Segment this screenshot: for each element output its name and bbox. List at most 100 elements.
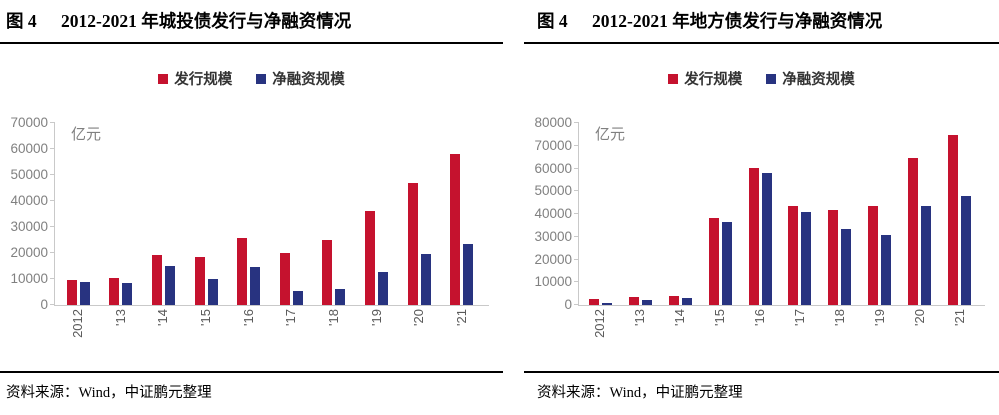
legend-item-net-financing: 净融资规模 (256, 68, 345, 89)
bar-issuance-15 (708, 218, 719, 305)
plot-column: 亿元 2012 '13 '14 '15 '16 '17 '18 '19 '20 '21 (50, 122, 489, 364)
y-tick-mark (50, 200, 55, 201)
bar-group-13 (100, 278, 143, 305)
x-tick: '14 (141, 306, 184, 364)
source-note: 资料来源：Wind，中证鹏元整理 (0, 371, 503, 415)
bar-net-financing-20 (920, 206, 931, 305)
x-tick-label: '18 (326, 309, 342, 326)
bar-issuance-16 (748, 168, 759, 305)
plot-area: 亿元 (50, 122, 489, 306)
bar-group-2012 (581, 299, 621, 305)
legend: 发行规模 净融资规模 (524, 68, 999, 89)
bar-net-financing-17 (292, 291, 303, 305)
legend-swatch-issuance (668, 73, 679, 84)
y-tick-label: 0 (564, 297, 572, 312)
bar-net-financing-2012 (602, 303, 613, 305)
x-tick-label: '15 (712, 309, 728, 326)
panel-city-investment-bonds: 图 4 2012-2021 年城投债发行与净融资情况 发行规模 净融资规模 0 1… (0, 11, 503, 415)
bar-issuance-20 (407, 183, 418, 305)
legend-swatch-net-financing (766, 73, 777, 84)
x-axis-labels: 2012 '13 '14 '15 '16 '17 '18 '19 '20 '21 (54, 306, 489, 364)
bar-net-financing-15 (721, 222, 732, 305)
legend-label-issuance: 发行规模 (174, 72, 233, 88)
bar-group-18 (313, 240, 356, 305)
bar-issuance-21 (450, 154, 461, 305)
y-tick-label: 70000 (534, 137, 572, 153)
bar-group-16 (740, 168, 780, 305)
bar-group-14 (142, 255, 185, 305)
bar-issuance-2012 (66, 280, 77, 305)
bar-issuance-19 (364, 211, 375, 305)
bar-issuance-15 (194, 257, 205, 305)
bar-net-financing-13 (642, 300, 653, 305)
source-text: 资料来源：Wind，中证鹏元整理 (6, 385, 212, 401)
y-tick-label: 30000 (534, 228, 572, 244)
figure-title: 2012-2021 年地方债发行与净融资情况 (592, 11, 883, 31)
panel-title: 图 4 2012-2021 年地方债发行与净融资情况 (524, 6, 999, 44)
x-tick-label: 2012 (592, 309, 608, 338)
y-tick-label: 40000 (10, 193, 48, 208)
bar-issuance-14 (668, 296, 679, 305)
bar-group-19 (860, 206, 900, 305)
bar-issuance-2012 (589, 299, 600, 305)
bar-issuance-13 (109, 278, 120, 305)
bar-chart-city-investment: 0 10000 20000 30000 40000 50000 60000 70000 亿元 … (0, 116, 503, 364)
bar-group-13 (621, 297, 661, 305)
bar-group-20 (398, 183, 441, 305)
y-tick-mark (50, 252, 55, 253)
y-tick-mark (574, 304, 579, 305)
x-tick: '17 (780, 306, 820, 364)
bar-group-15 (185, 257, 228, 305)
x-tick-label: '15 (197, 309, 213, 326)
bar-group-2012 (57, 280, 100, 305)
bar-issuance-14 (151, 255, 162, 305)
bar-net-financing-15 (207, 279, 218, 305)
bar-net-financing-21 (463, 244, 474, 305)
bar-issuance-16 (237, 238, 248, 305)
bar-chart-local-government: 0 10000 20000 30000 40000 50000 60000 70000 8000… (524, 116, 999, 364)
bar-net-financing-14 (164, 266, 175, 305)
legend-swatch-issuance (158, 73, 169, 84)
bar-group-21 (440, 154, 483, 305)
x-tick-label: '19 (368, 309, 384, 326)
y-axis: 0 10000 20000 30000 40000 50000 60000 70000 (0, 116, 54, 312)
y-tick-mark (574, 144, 579, 146)
source-text: 资料来源：Wind，中证鹏元整理 (537, 385, 743, 401)
bar-group-21 (939, 135, 979, 305)
bar-issuance-21 (947, 135, 958, 305)
x-tick-label: '13 (112, 309, 128, 326)
x-tick-label: '16 (752, 309, 768, 326)
x-tick: '18 (312, 306, 355, 364)
panel-local-government-bonds: 图 4 2012-2021 年地方债发行与净融资情况 发行规模 净融资规模 0 1… (524, 0, 999, 415)
x-tick: 2012 (580, 306, 620, 364)
figure-label: 图 4 (537, 11, 568, 31)
x-tick-label: '18 (831, 309, 847, 326)
bar-net-financing-19 (880, 235, 891, 305)
plot-column: 亿元 2012 '13 '14 '15 '16 '17 '18 '19 '20 '21 (574, 122, 985, 364)
bar-group-18 (820, 210, 860, 305)
source-note: 资料来源：Wind，中证鹏元整理 (524, 371, 999, 415)
x-tick-label: '21 (454, 309, 470, 326)
y-tick-mark (574, 213, 579, 214)
x-axis-labels: 2012 '13 '14 '15 '16 '17 '18 '19 '20 '21 (578, 306, 985, 364)
y-tick-label: 0 (40, 297, 48, 312)
y-tick-mark (574, 190, 579, 192)
y-tick-label: 50000 (534, 183, 572, 199)
legend-item-issuance: 发行规模 (668, 68, 742, 89)
figure-label: 图 4 (6, 11, 37, 31)
bar-group-19 (355, 211, 398, 305)
x-tick: '20 (899, 306, 939, 364)
bar-groups (55, 123, 489, 305)
x-tick-label: '21 (951, 309, 967, 326)
x-tick-label: '20 (411, 309, 427, 326)
x-tick: '13 (620, 306, 660, 364)
y-tick-label: 60000 (534, 160, 572, 176)
x-tick: '21 (440, 306, 483, 364)
x-tick: '19 (859, 306, 899, 364)
x-tick-label: '19 (871, 309, 887, 326)
x-tick-label: '14 (672, 309, 688, 326)
x-tick: '15 (700, 306, 740, 364)
y-tick-mark (50, 148, 55, 149)
bar-net-financing-16 (250, 267, 261, 305)
bar-groups (579, 123, 985, 305)
